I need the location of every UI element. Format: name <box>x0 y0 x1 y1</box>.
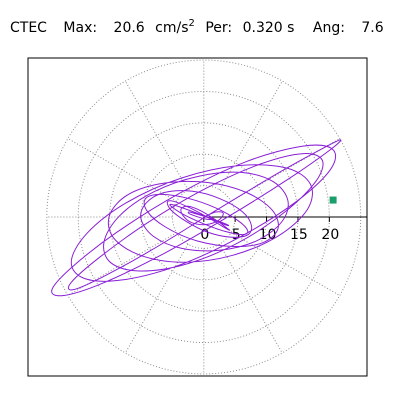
x-tick-label-20: 20 <box>321 227 339 243</box>
max-unit-base: cm/s <box>155 19 189 36</box>
ang-value: 7.6 <box>361 19 384 36</box>
max-unit: cm/s2 <box>155 18 195 36</box>
orbit-series-0 <box>51 139 342 297</box>
header-readout: CTEC Max: 20.6 cm/s2 Per: 0.320 s Ang: 7… <box>10 18 384 36</box>
orbit-trace <box>51 139 342 297</box>
max-value: 20.6 <box>113 19 145 36</box>
max-unit-exponent: 2 <box>188 18 195 29</box>
max-label: Max: <box>63 19 98 36</box>
plot-frame <box>27 57 368 377</box>
grid-spoke-240 <box>124 243 189 354</box>
station-code: CTEC <box>10 19 47 36</box>
x-tick-label-0: 0 <box>200 227 209 243</box>
x-tick-label-5: 5 <box>232 227 241 243</box>
max-marker-layer <box>329 196 337 204</box>
x-tick-label-15: 15 <box>290 227 308 243</box>
per-label: Per: <box>205 19 233 36</box>
max-point-marker <box>329 196 337 204</box>
x-axis: 0 5 10 15 20 <box>200 216 367 243</box>
per-value: 0.320 s <box>242 19 295 36</box>
ang-label: Ang: <box>312 19 345 36</box>
grid-spoke-300 <box>219 243 283 354</box>
grid-spoke-150 <box>67 138 177 202</box>
